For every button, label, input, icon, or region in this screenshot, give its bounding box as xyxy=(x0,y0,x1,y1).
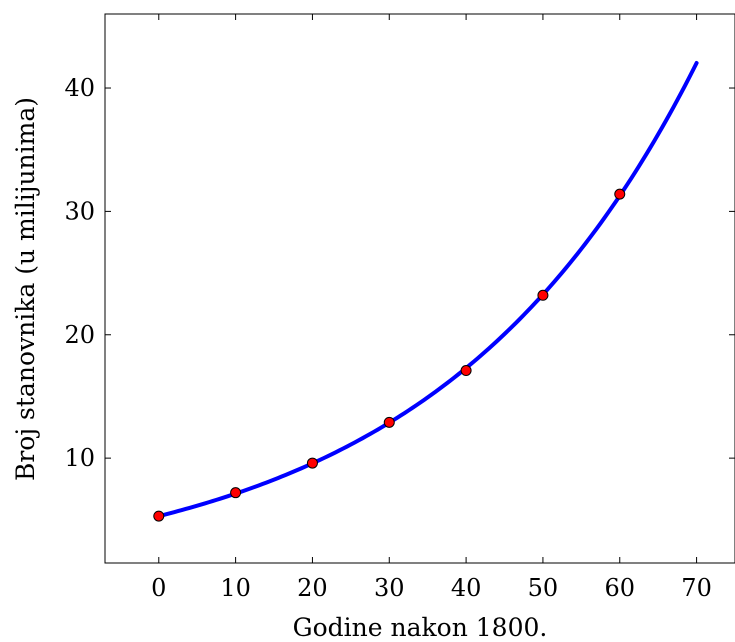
x-axis-title: Godine nakon 1800. xyxy=(293,613,548,642)
data-point xyxy=(153,510,165,522)
data-point xyxy=(306,457,318,469)
data-point xyxy=(383,416,395,428)
x-axis-ticks: 0 10 20 30 40 50 60 70 xyxy=(151,14,712,602)
x-tick-label: 30 xyxy=(374,574,405,602)
x-tick-label: 10 xyxy=(220,574,251,602)
x-tick-label: 50 xyxy=(528,574,559,602)
fit-curve xyxy=(156,61,699,519)
x-tick-label: 40 xyxy=(451,574,482,602)
x-tick-label: 60 xyxy=(604,574,635,602)
y-axis-title: Broj stanovnika (u milijunima) xyxy=(11,97,40,481)
x-tick-label: 0 xyxy=(151,574,166,602)
data-point xyxy=(230,487,242,499)
x-tick-label: 70 xyxy=(681,574,712,602)
data-point xyxy=(614,188,626,200)
x-tick-label: 20 xyxy=(297,574,328,602)
y-tick-label: 40 xyxy=(64,74,95,102)
data-points xyxy=(153,188,626,522)
y-tick-label: 30 xyxy=(64,197,95,225)
data-point xyxy=(460,365,472,377)
plot-frame xyxy=(104,13,735,564)
data-point xyxy=(537,289,549,301)
y-tick-label: 10 xyxy=(64,444,95,472)
y-tick-label: 20 xyxy=(64,321,95,349)
y-axis-ticks: 10 20 30 40 xyxy=(64,74,735,472)
